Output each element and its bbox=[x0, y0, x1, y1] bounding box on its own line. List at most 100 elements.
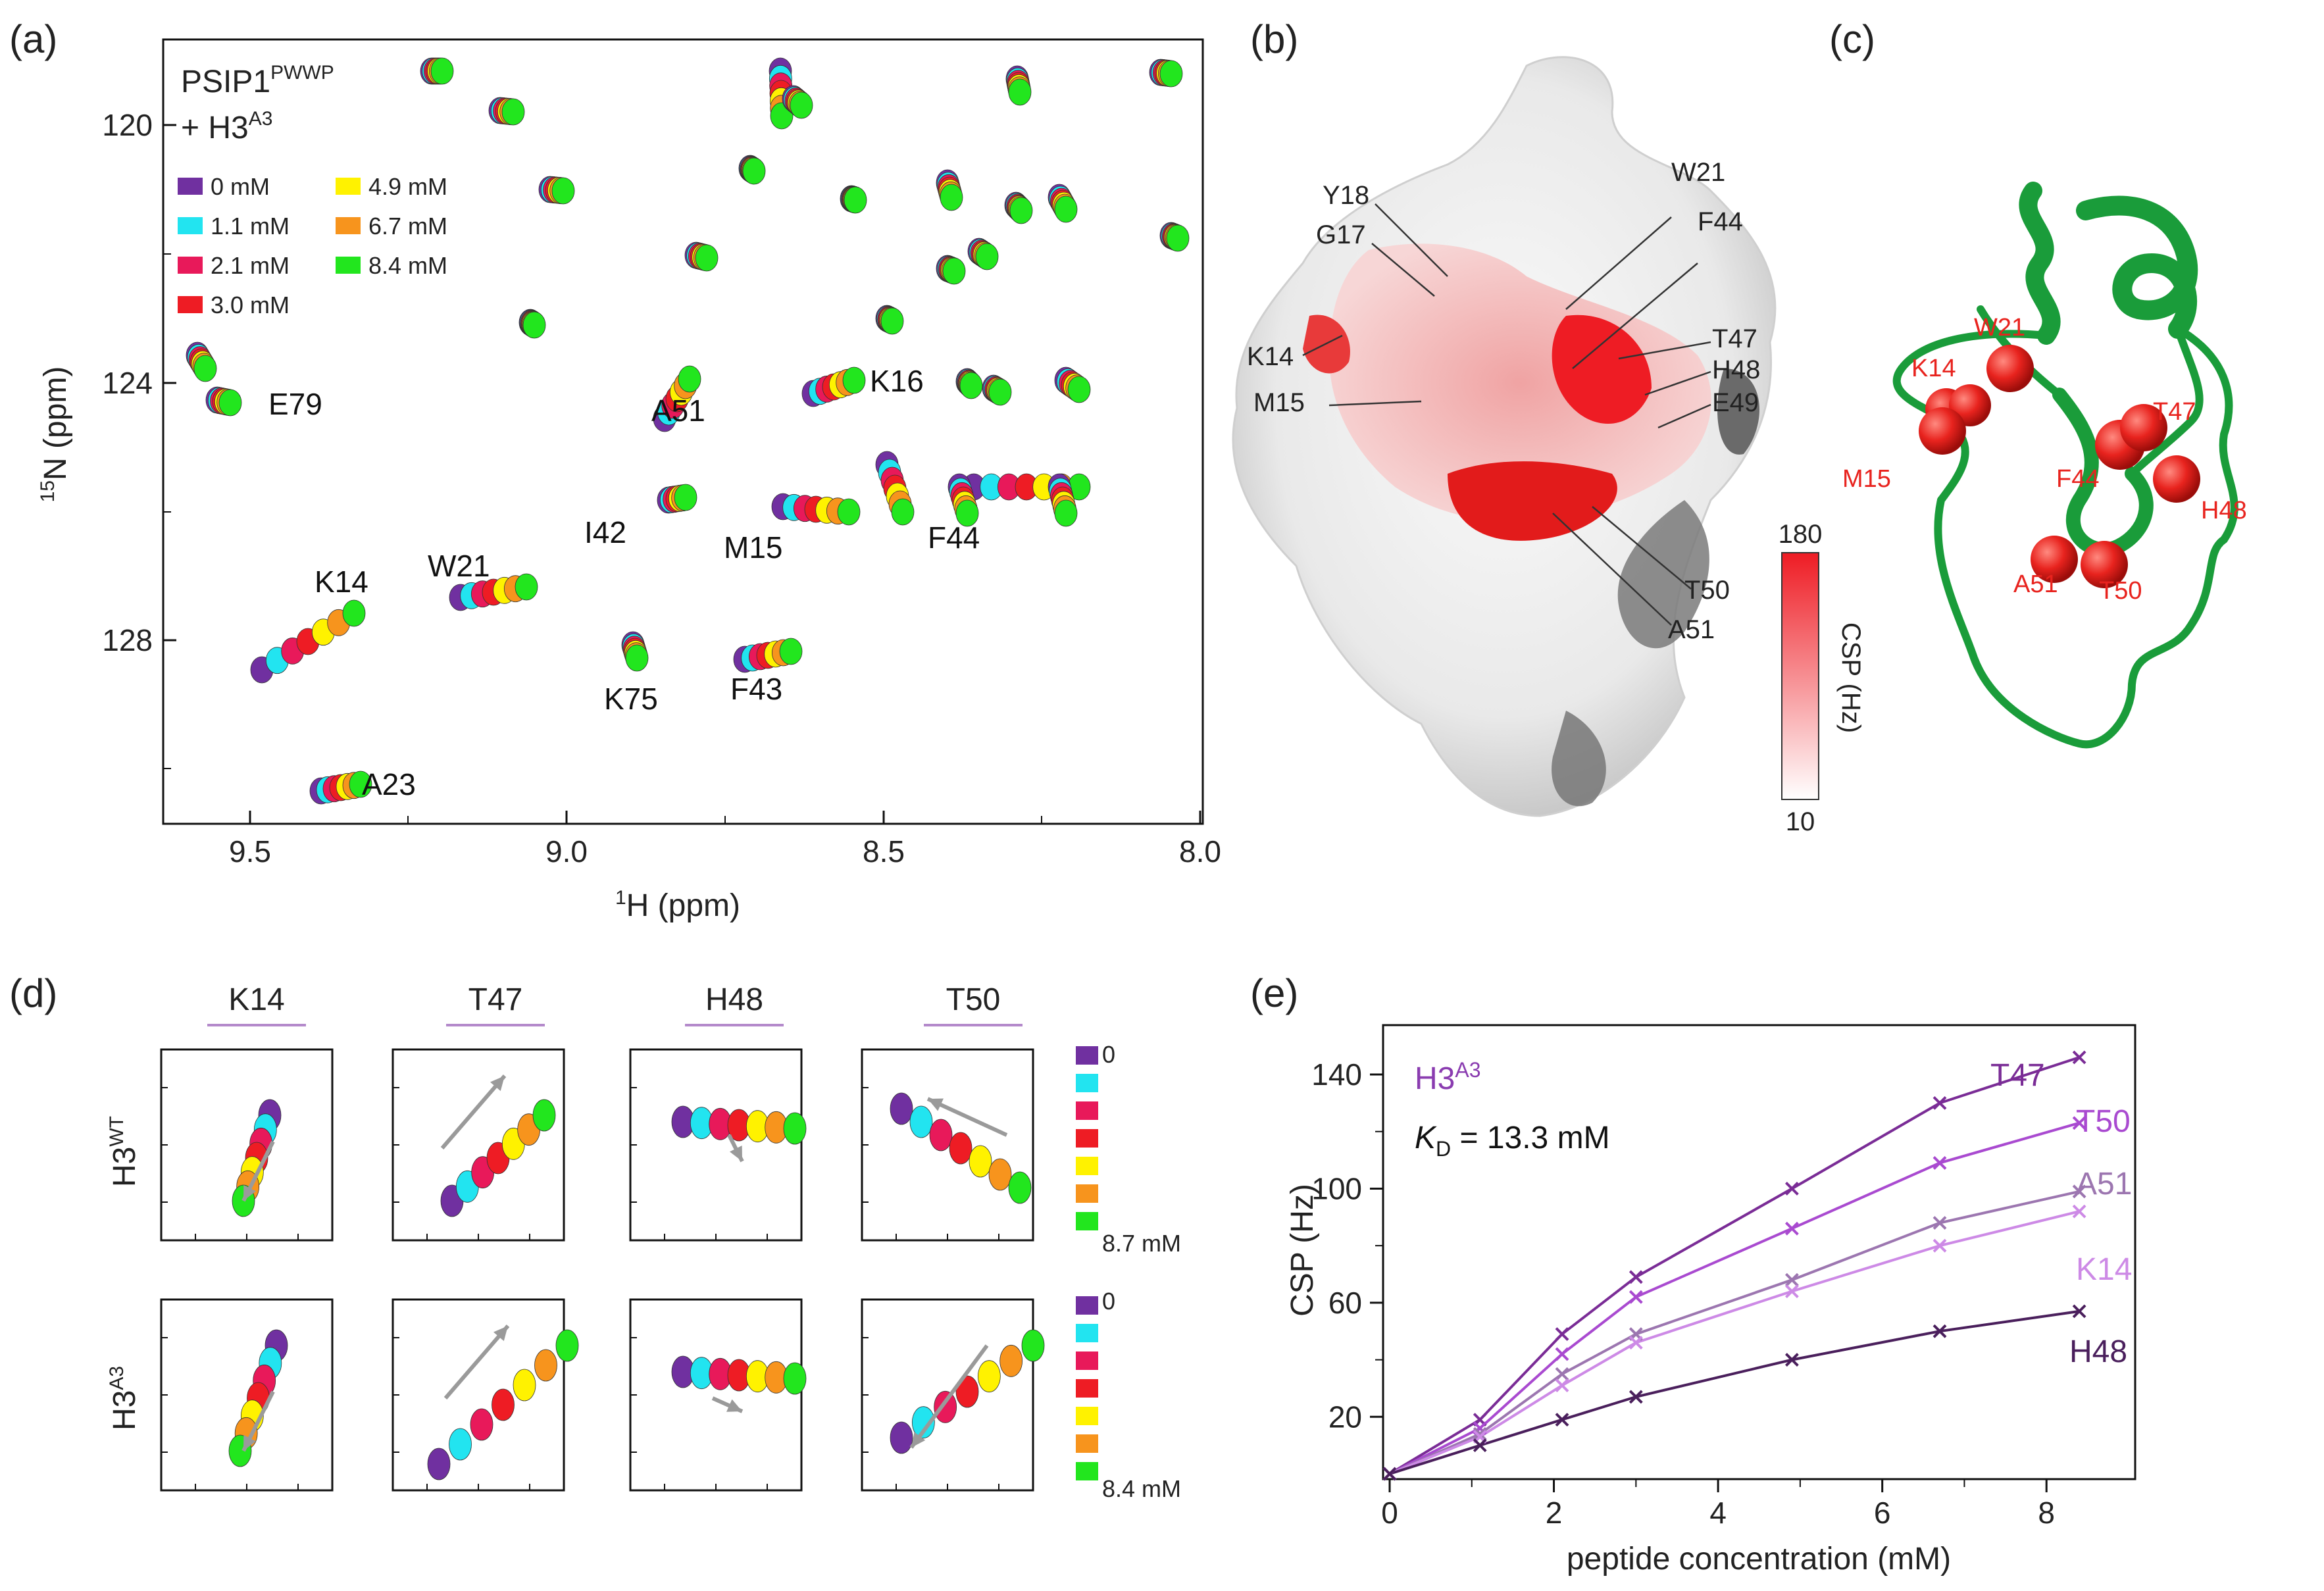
d-arrowhead-0-2 bbox=[729, 1146, 742, 1161]
panel-a-subtitle: + H3A3 bbox=[181, 108, 272, 145]
e-point-H48-6 bbox=[2072, 1304, 2086, 1319]
legend-label-4: 4.9 mM bbox=[368, 173, 447, 200]
e-xtick-2: 4 bbox=[1709, 1496, 1727, 1530]
d-peak-1-3-3 bbox=[955, 1375, 979, 1408]
legend-swatch-1 bbox=[178, 217, 203, 234]
e-ytick-2: 100 bbox=[1311, 1171, 1362, 1205]
b-label-E49: E49 bbox=[1712, 388, 1759, 417]
d-peak-0-2-6 bbox=[783, 1112, 807, 1145]
d-box-0-2 bbox=[629, 1048, 803, 1242]
d-peak-1-3-5 bbox=[999, 1344, 1023, 1377]
panel-a-peaks bbox=[186, 57, 1190, 805]
e-curve-T47 bbox=[1388, 1056, 2080, 1475]
e-xtick-3: 6 bbox=[1874, 1496, 1891, 1530]
c-label-K14: K14 bbox=[1911, 355, 1956, 382]
e-series-label-K14: K14 bbox=[2076, 1252, 2132, 1287]
panel-e-frame bbox=[1382, 1024, 2136, 1480]
e-series-label-A51: A51 bbox=[2076, 1167, 2132, 1201]
atom-A51 bbox=[2031, 536, 2078, 583]
b-label-T47: T47 bbox=[1712, 324, 1757, 353]
d-arrowhead-0-1 bbox=[490, 1076, 505, 1092]
e-xtick-0: 0 bbox=[1381, 1496, 1398, 1530]
res-label-W21: W21 bbox=[428, 549, 490, 583]
atom-W21 bbox=[1986, 345, 2034, 392]
e-xlabel: peptide concentration (mM) bbox=[1567, 1542, 1951, 1577]
d-col-H48: H48 bbox=[705, 982, 763, 1017]
e-point-T50-5 bbox=[1932, 1156, 1947, 1170]
e-point-T50-2 bbox=[1555, 1347, 1569, 1361]
peak-14-6 bbox=[501, 98, 525, 126]
peak-18-6 bbox=[1008, 78, 1032, 106]
colorbar bbox=[1781, 552, 1819, 800]
d-box-1-1 bbox=[392, 1298, 565, 1492]
d-arrowhead-1-3 bbox=[911, 1432, 926, 1448]
peak-2-6 bbox=[678, 365, 701, 393]
c-label-W21: W21 bbox=[1974, 314, 2025, 341]
peak-17-6 bbox=[790, 91, 813, 119]
legend-swatch-0 bbox=[178, 178, 203, 195]
e-point-A51-6 bbox=[2072, 1184, 2086, 1199]
d-peak-1-3-6 bbox=[1021, 1329, 1045, 1362]
peak-26-6 bbox=[942, 257, 966, 285]
d-peak-1-1-1 bbox=[449, 1428, 472, 1461]
panel-a-ylabel: 15N (ppm) bbox=[37, 366, 73, 503]
colorbar-min: 10 bbox=[1786, 807, 1815, 836]
peak-33-6 bbox=[1054, 499, 1078, 527]
panel-label-b: (b) bbox=[1250, 17, 1298, 61]
d-peak-1-1-5 bbox=[534, 1349, 557, 1382]
d-row-a3: H3A3 bbox=[106, 1366, 142, 1430]
res-label-F43: F43 bbox=[730, 672, 782, 706]
e-point-A51-4 bbox=[1784, 1273, 1799, 1287]
c-label-A51: A51 bbox=[2013, 570, 2058, 598]
d-peak-1-3-1 bbox=[911, 1406, 935, 1439]
peak-35-6 bbox=[959, 372, 983, 399]
atom-T47 bbox=[2120, 404, 2167, 451]
legend-swatch-3 bbox=[178, 296, 203, 313]
colorbar-max: 180 bbox=[1779, 520, 1823, 549]
d-arrowhead-1-1 bbox=[493, 1326, 508, 1342]
panel-a-xlabel: 1H (ppm) bbox=[615, 887, 740, 923]
legend-label-0: 0 mM bbox=[211, 173, 270, 200]
d-legend-swatch-0-0 bbox=[1076, 1046, 1098, 1065]
d-peak-0-3-1 bbox=[909, 1105, 933, 1138]
d-peak-1-3-0 bbox=[890, 1421, 913, 1454]
y-tick-120: 120 bbox=[102, 108, 153, 142]
legend-swatch-2 bbox=[178, 257, 203, 274]
e-point-T47-3 bbox=[1629, 1270, 1643, 1284]
res-label-E79: E79 bbox=[268, 387, 322, 421]
c-label-F44: F44 bbox=[2056, 465, 2099, 493]
d-arrowhead-0-0 bbox=[243, 1185, 257, 1201]
e-point-T47-5 bbox=[1932, 1096, 1947, 1110]
panel-label-e: (e) bbox=[1250, 971, 1298, 1015]
y-tick-124: 124 bbox=[102, 366, 153, 400]
panel-e-binding-curves: 0 2 4 6 8 20 60 100 140 H3A3 KD = 13.3 mM peptid… bbox=[1285, 1024, 2136, 1577]
panel-a-title: PSIP1PWWP bbox=[181, 62, 334, 99]
d-arrow-0-1 bbox=[440, 1074, 507, 1149]
e-annotation: H3A3 bbox=[1415, 1058, 1481, 1096]
peak-5-6 bbox=[837, 498, 861, 526]
surface-dark-patch-3 bbox=[1717, 368, 1759, 455]
peak-30-6 bbox=[975, 243, 999, 270]
e-point-H48-1 bbox=[1473, 1438, 1487, 1453]
res-label-K16: K16 bbox=[870, 364, 924, 398]
res-label-A23: A23 bbox=[362, 767, 416, 801]
peak-15-6 bbox=[551, 177, 575, 205]
peak-21-6 bbox=[844, 186, 867, 214]
hotspot-F44-T47 bbox=[1552, 315, 1652, 424]
c-label-M15: M15 bbox=[1842, 465, 1891, 493]
d-peak-1-3-4 bbox=[977, 1360, 1001, 1393]
e-point-T47-2 bbox=[1555, 1327, 1569, 1341]
d-peak-0-3-3 bbox=[949, 1132, 973, 1165]
panel-c-cartoon: W21 K14 M15 F44 T47 H48 A51 T50 bbox=[1842, 182, 2247, 749]
b-label-F44: F44 bbox=[1698, 207, 1743, 236]
peak-11-6 bbox=[779, 638, 803, 665]
peak-1-6 bbox=[218, 389, 242, 417]
d-box-1-2 bbox=[629, 1298, 803, 1492]
e-ytick-0: 20 bbox=[1328, 1400, 1362, 1434]
e-point-H48-3 bbox=[1629, 1390, 1643, 1404]
panel-a-frame bbox=[162, 38, 1204, 825]
panel-a-legend: 0 mM 1.1 mM 2.1 mM 3.0 mM 4.9 mM 6.7 mM … bbox=[178, 173, 447, 318]
e-xtick-4: 8 bbox=[2038, 1496, 2055, 1530]
d-arrowhead-1-0 bbox=[243, 1435, 257, 1451]
